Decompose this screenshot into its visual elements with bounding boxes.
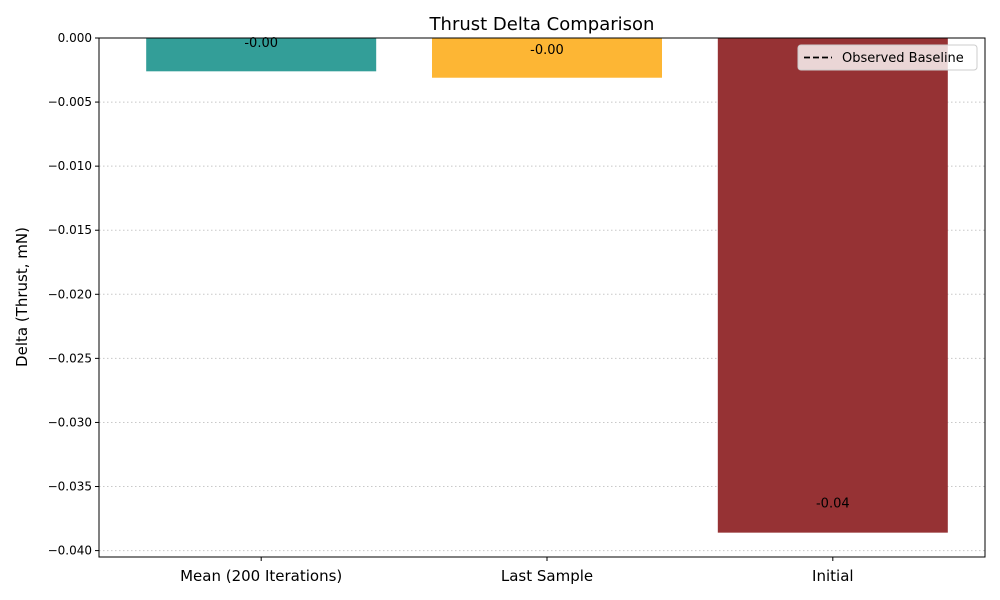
bar-value-labels: -0.00 -0.00 -0.04 — [244, 36, 849, 512]
y-tick-label: −0.010 — [48, 159, 92, 173]
y-tick-label: −0.040 — [48, 544, 92, 558]
bar-value-label: -0.00 — [530, 43, 564, 58]
axes: 0.000 −0.005 −0.010 −0.015 −0.020 −0.025 −0.03… — [48, 31, 986, 585]
legend-box — [797, 44, 978, 71]
bars — [146, 38, 948, 533]
legend: Observed Baseline — [797, 44, 978, 71]
y-tick-label: 0.000 — [58, 31, 92, 45]
plot-frame — [98, 37, 986, 558]
bar-value-label: -0.00 — [244, 36, 278, 51]
legend-label: Observed Baseline — [842, 51, 964, 66]
y-axis-label: Delta (Thrust, mN) — [13, 227, 31, 367]
bar — [432, 38, 662, 78]
y-tick-label: −0.005 — [48, 95, 92, 109]
bar-value-label: -0.04 — [816, 497, 850, 512]
x-tick-label: Last Sample — [501, 567, 593, 585]
y-tick-label: −0.015 — [48, 223, 92, 237]
y-tick-label: −0.020 — [48, 287, 92, 301]
y-tick-label: −0.030 — [48, 415, 92, 429]
bar — [146, 38, 377, 72]
x-tick-label: Initial — [812, 567, 854, 585]
bar — [717, 38, 948, 533]
y-tick-label: −0.035 — [48, 480, 92, 494]
y-tick-label: −0.025 — [48, 351, 92, 365]
chart-title: Thrust Delta Comparison — [429, 14, 655, 35]
x-tick-label: Mean (200 Iterations) — [180, 567, 342, 585]
